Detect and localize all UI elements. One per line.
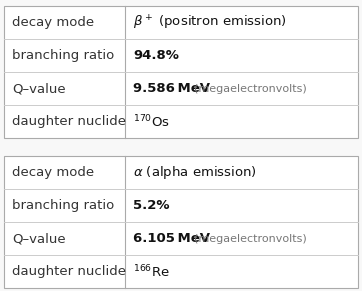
Text: branching ratio: branching ratio bbox=[12, 199, 114, 212]
Bar bbox=[4, 156, 358, 288]
Text: daughter nuclide: daughter nuclide bbox=[12, 265, 126, 278]
Text: Q–value: Q–value bbox=[12, 232, 66, 245]
Text: 5.2%: 5.2% bbox=[133, 199, 169, 212]
Text: $\alpha$ (alpha emission): $\alpha$ (alpha emission) bbox=[133, 164, 257, 181]
Bar bbox=[4, 6, 358, 138]
Text: decay mode: decay mode bbox=[12, 16, 94, 29]
Text: $^{166}$Re: $^{166}$Re bbox=[133, 263, 170, 280]
Text: (megaelectronvolts): (megaelectronvolts) bbox=[187, 84, 307, 93]
Text: $\beta^+$ (positron emission): $\beta^+$ (positron emission) bbox=[133, 13, 287, 32]
Text: Q–value: Q–value bbox=[12, 82, 66, 95]
Text: daughter nuclide: daughter nuclide bbox=[12, 115, 126, 128]
Text: 94.8%: 94.8% bbox=[133, 49, 179, 62]
Text: $^{170}$Os: $^{170}$Os bbox=[133, 113, 170, 130]
Text: (megaelectronvolts): (megaelectronvolts) bbox=[187, 233, 307, 244]
Text: branching ratio: branching ratio bbox=[12, 49, 114, 62]
Text: 6.105 MeV: 6.105 MeV bbox=[133, 232, 210, 245]
Text: decay mode: decay mode bbox=[12, 166, 94, 179]
Text: 9.586 MeV: 9.586 MeV bbox=[133, 82, 210, 95]
